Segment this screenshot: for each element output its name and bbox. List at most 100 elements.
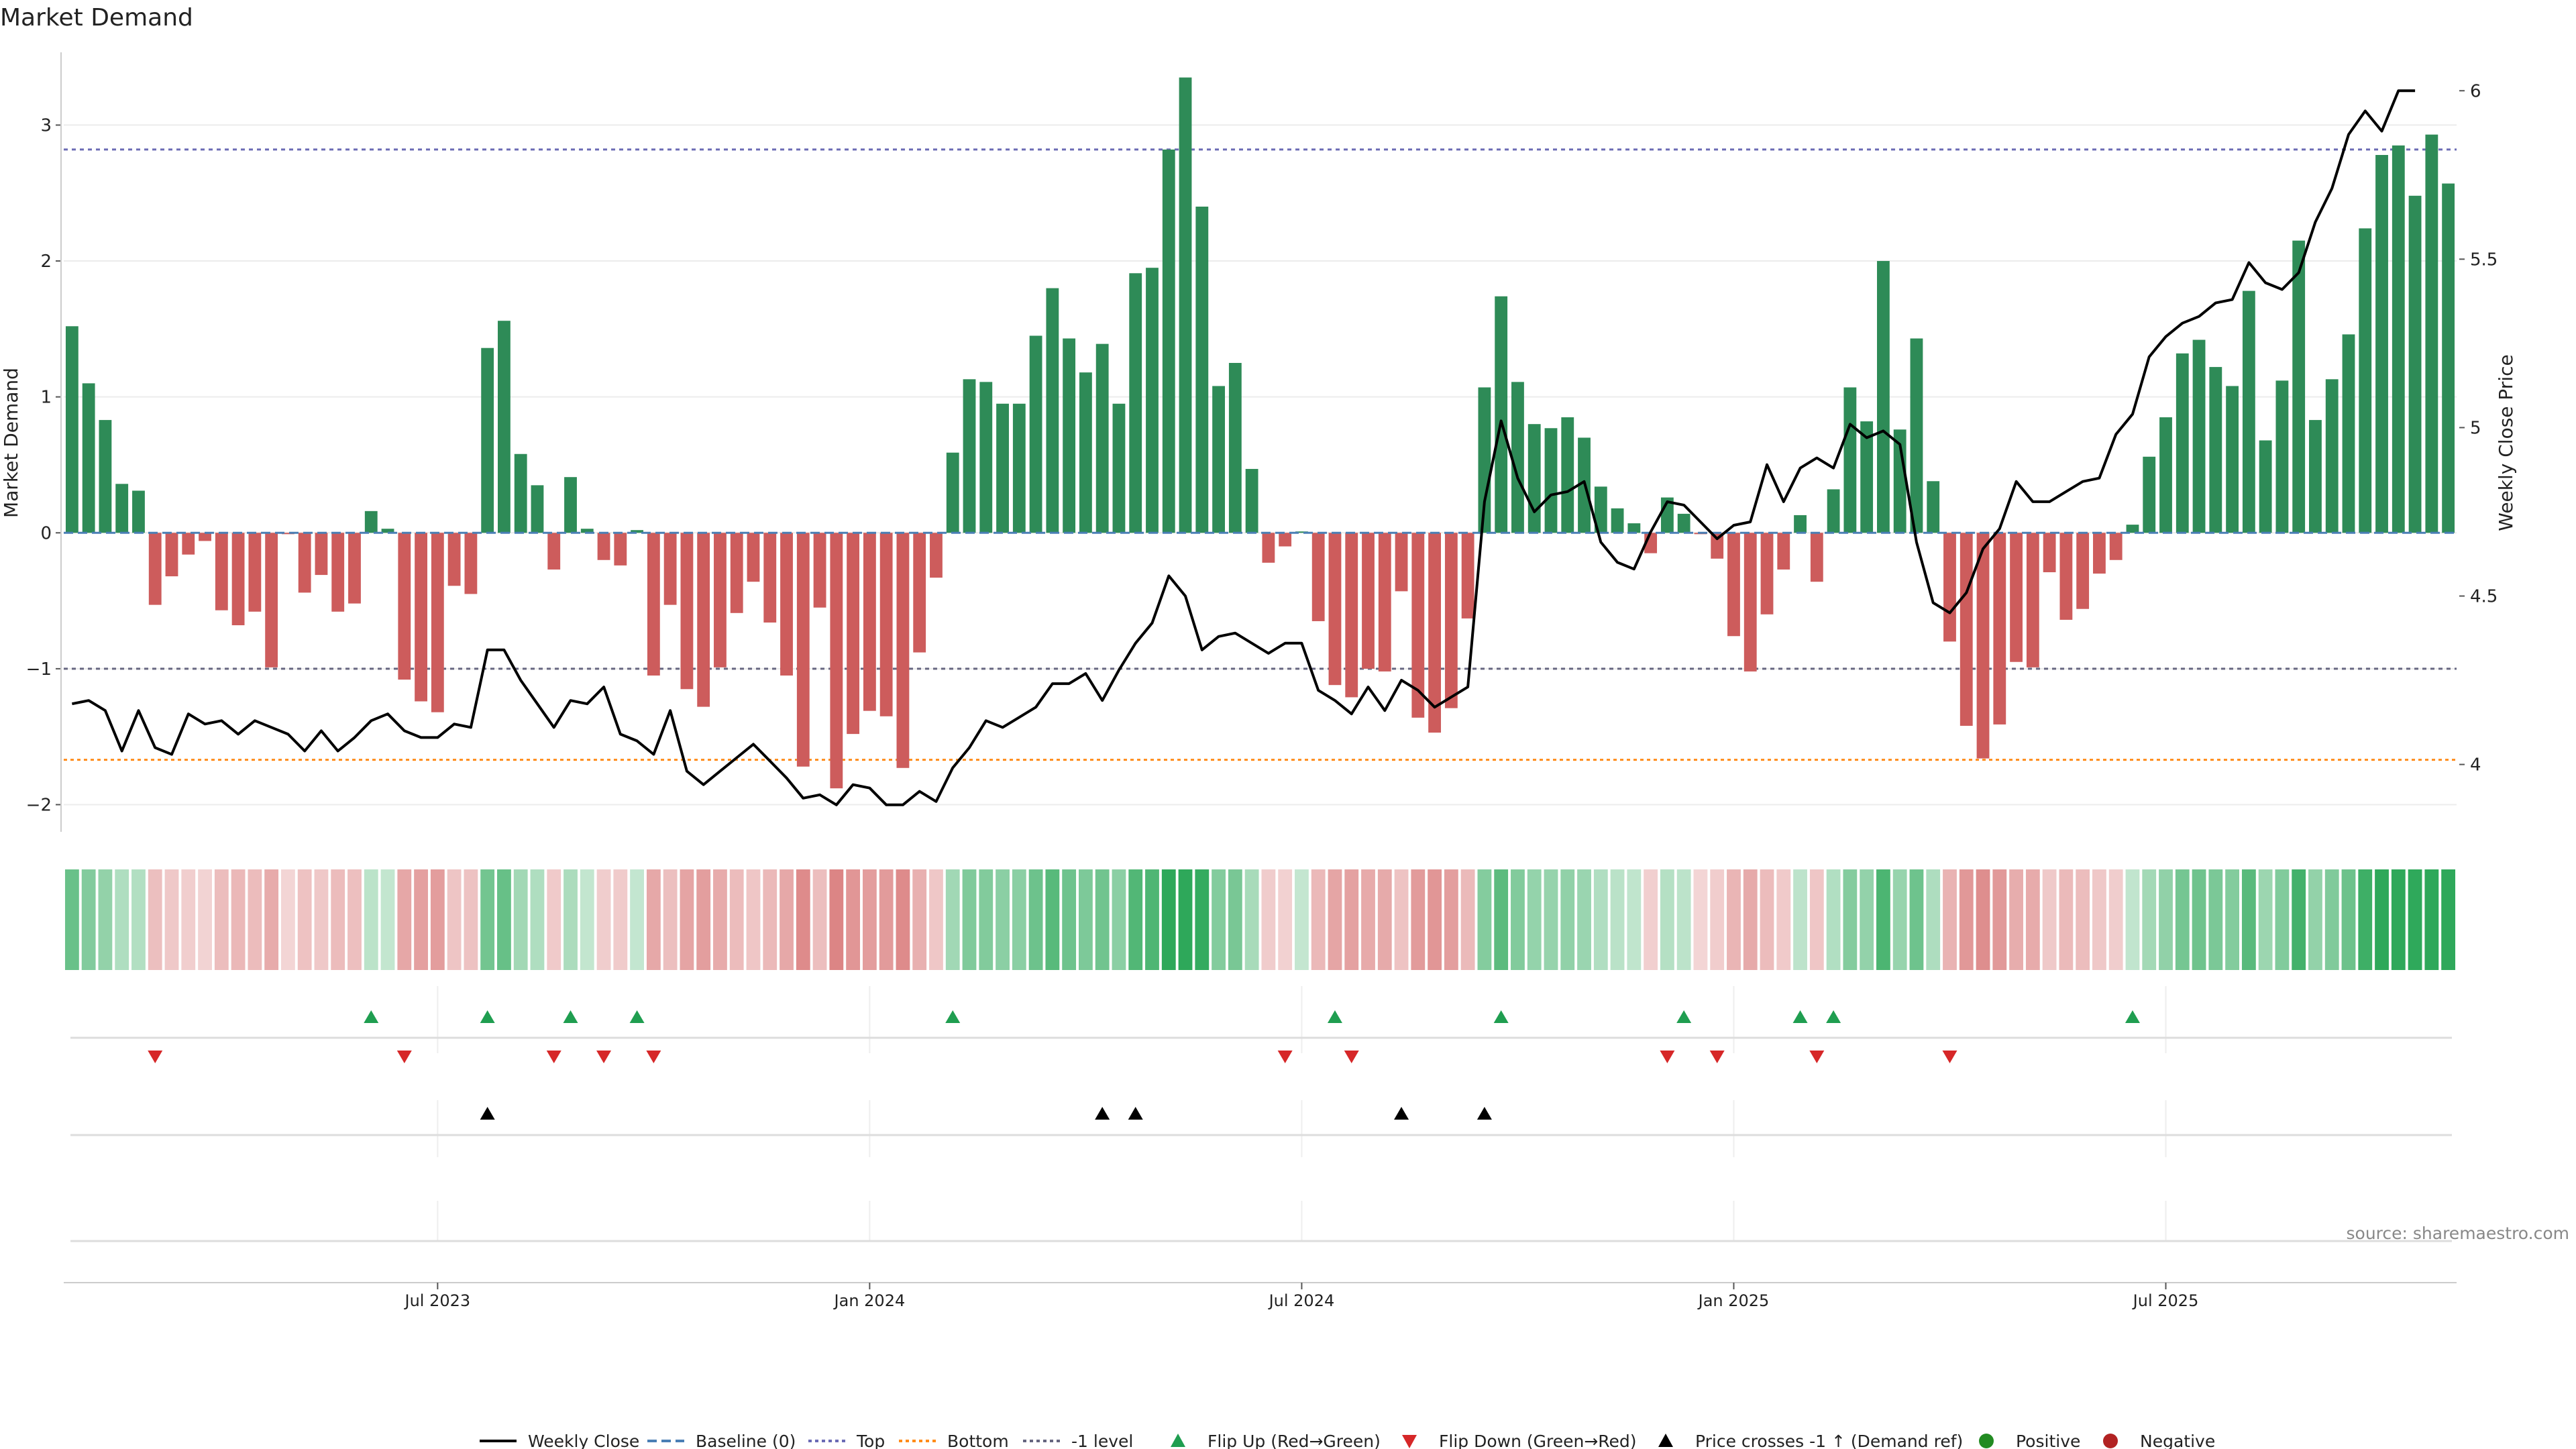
- flip-up-marker: [480, 1010, 495, 1023]
- heat-cell: [796, 869, 810, 970]
- heat-cell: [198, 869, 212, 970]
- flip-up-marker: [629, 1010, 645, 1023]
- demand-bar-negative: [447, 533, 461, 586]
- heat-cell: [131, 869, 146, 970]
- demand-bar-negative: [1943, 533, 1956, 642]
- heat-cell: [1012, 869, 1026, 970]
- heat-cell: [2241, 869, 2256, 970]
- demand-bar-positive: [1295, 531, 1308, 533]
- demand-bar-negative: [714, 533, 727, 667]
- demand-bar-positive: [2359, 228, 2372, 533]
- demand-bar-positive: [580, 529, 594, 533]
- demand-bar-negative: [697, 533, 710, 707]
- demand-bar-positive: [564, 477, 577, 533]
- demand-bar-positive: [82, 383, 95, 533]
- demand-bar-negative: [913, 533, 926, 653]
- demand-bar-negative: [1444, 533, 1458, 708]
- demand-bar-negative: [1810, 533, 1823, 582]
- demand-bar-negative: [780, 533, 793, 676]
- heat-cell: [81, 869, 96, 970]
- demand-bar-positive: [631, 530, 644, 533]
- y-tick-label: −2: [26, 795, 52, 815]
- flip-down-marker: [1709, 1051, 1725, 1063]
- heat-cell: [148, 869, 162, 970]
- demand-bar-positive: [1843, 387, 1857, 533]
- flip-up-marker: [1493, 1010, 1509, 1023]
- legend-label: Negative: [2140, 1432, 2215, 1449]
- demand-bar-positive: [1228, 363, 1242, 533]
- demand-bar-positive: [2143, 456, 2156, 533]
- demand-bar-negative: [1777, 533, 1790, 570]
- demand-bar-positive: [481, 347, 494, 533]
- heat-cell: [1992, 869, 2007, 970]
- y-tick-label: 2: [40, 252, 52, 272]
- heat-cell: [1361, 869, 1375, 970]
- demand-bar-negative: [1345, 533, 1358, 698]
- heat-cell: [1727, 869, 1741, 970]
- flip-down-marker: [148, 1051, 163, 1063]
- demand-bar-negative: [2109, 533, 2123, 560]
- y-tick-label: −1: [26, 659, 52, 680]
- demand-bar-positive: [2226, 386, 2239, 533]
- demand-bar-negative: [813, 533, 826, 608]
- flip-down-marker: [1277, 1051, 1293, 1063]
- heat-cell: [1428, 869, 1442, 970]
- heat-cell: [630, 869, 644, 970]
- demand-bar-positive: [946, 452, 959, 533]
- heat-cell: [896, 869, 910, 970]
- demand-bar-negative: [847, 533, 860, 735]
- heat-cell: [2308, 869, 2322, 970]
- heat-cell: [2375, 869, 2389, 970]
- heat-cell: [248, 869, 262, 970]
- demand-bar-negative: [398, 533, 411, 680]
- demand-bar-negative: [2059, 533, 2073, 620]
- x-tick-label: Jan 2024: [833, 1291, 906, 1310]
- flip-down-marker: [646, 1051, 661, 1063]
- demand-bar-positive: [2325, 379, 2339, 533]
- demand-bar-negative: [215, 533, 228, 610]
- demand-bar-positive: [65, 326, 78, 533]
- heat-cell: [2358, 869, 2373, 970]
- heat-cell: [1610, 869, 1625, 970]
- demand-bar-positive: [2375, 155, 2388, 533]
- demand-bar-negative: [348, 533, 361, 604]
- demand-bar-negative: [1461, 533, 1474, 619]
- heat-cell: [729, 869, 744, 970]
- heat-cell: [613, 869, 628, 970]
- demand-bar-negative: [763, 533, 777, 623]
- demand-bar-positive: [1561, 417, 1574, 533]
- demand-bar-positive: [1245, 469, 1258, 533]
- heat-cell: [547, 869, 561, 970]
- heat-cell: [2275, 869, 2290, 970]
- demand-bar-negative: [1395, 533, 1408, 592]
- heat-cell: [713, 869, 727, 970]
- demand-bar-negative: [199, 533, 211, 541]
- demand-bar-negative: [2093, 533, 2106, 574]
- heat-cell: [2042, 869, 2057, 970]
- heat-cell: [1809, 869, 1824, 970]
- heat-cell: [2108, 869, 2123, 970]
- heat-cell: [1693, 869, 1708, 970]
- demand-bar-negative: [796, 533, 810, 767]
- heat-cell: [1627, 869, 1642, 970]
- heat-cell: [1112, 869, 1126, 970]
- demand-bar-positive: [514, 453, 527, 533]
- demand-bar-positive: [2176, 353, 2189, 533]
- heat-cell: [929, 869, 943, 970]
- heat-cell: [979, 869, 994, 970]
- legend-label: -1 level: [1071, 1432, 1133, 1449]
- demand-bar-positive: [2209, 367, 2222, 533]
- heat-cell: [1710, 869, 1725, 970]
- demand-bar-positive: [2425, 134, 2438, 533]
- demand-bar-positive: [1112, 403, 1126, 533]
- demand-bar-positive: [2408, 195, 2422, 533]
- heat-cell: [2424, 869, 2439, 970]
- heat-cell: [480, 869, 495, 970]
- heat-cell: [397, 869, 412, 970]
- demand-bar-negative: [730, 533, 743, 613]
- demand-bar-negative: [148, 533, 162, 605]
- demand-bar-positive: [1511, 382, 1524, 533]
- demand-bar-negative: [879, 533, 893, 716]
- demand-bar-positive: [364, 511, 378, 533]
- heat-cell: [331, 869, 345, 970]
